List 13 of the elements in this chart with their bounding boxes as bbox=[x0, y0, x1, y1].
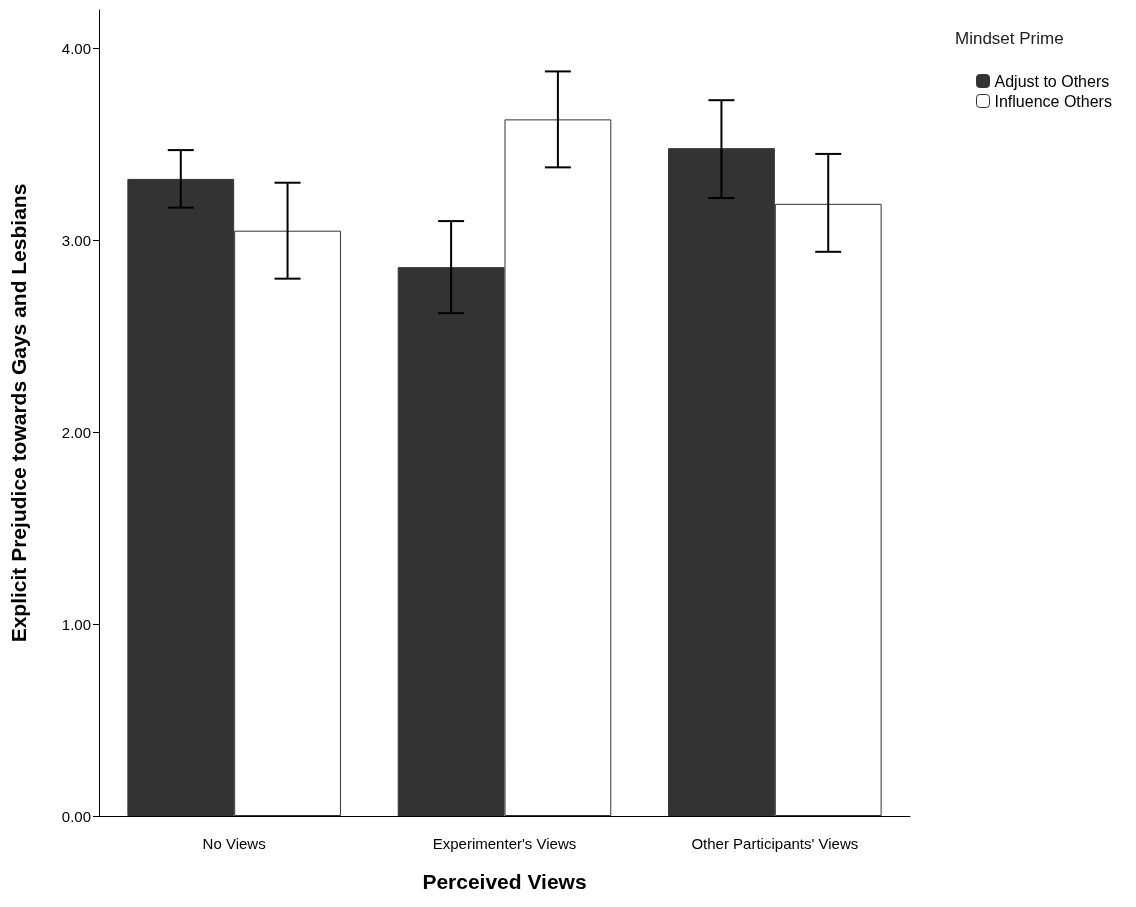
x-axis-title: Perceived Views bbox=[422, 870, 587, 893]
y-tick-label: 1.00 bbox=[61, 615, 91, 633]
x-tick-label: No Views bbox=[202, 835, 266, 852]
legend-label: Adjust to Others bbox=[994, 72, 1110, 90]
y-tick-label: 4.00 bbox=[61, 39, 91, 57]
y-tick-label: 3.00 bbox=[61, 231, 91, 249]
y-axis-title: Explicit Prejudice towards Gays and Lesbians bbox=[7, 183, 30, 643]
y-tick-label: 0.00 bbox=[61, 807, 91, 825]
x-tick-label: Experimenter's Views bbox=[432, 835, 577, 852]
legend-title: Mindset Prime bbox=[955, 29, 1064, 48]
legend-label: Influence Others bbox=[994, 92, 1112, 110]
x-tick-label: Other Participants' Views bbox=[691, 835, 859, 852]
y-tick-label: 2.00 bbox=[61, 423, 91, 441]
